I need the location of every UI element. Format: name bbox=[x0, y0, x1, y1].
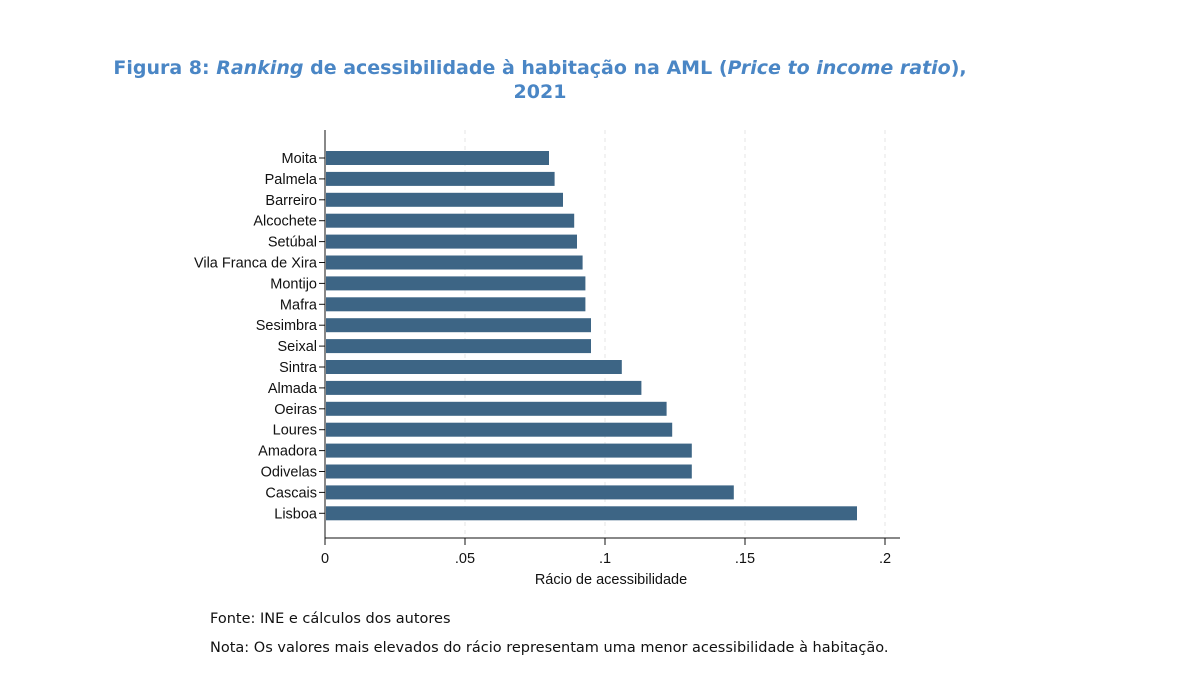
x-axis-title: Rácio de acessibilidade bbox=[535, 572, 687, 588]
y-tick-label: Setúbal bbox=[268, 235, 317, 251]
y-tick-label: Sesimbra bbox=[256, 318, 318, 334]
bar bbox=[326, 297, 586, 312]
x-tick-label: .05 bbox=[455, 551, 475, 567]
y-tick-label: Montijo bbox=[270, 276, 317, 292]
x-tick-label: 0 bbox=[321, 551, 329, 567]
bar bbox=[326, 401, 667, 416]
bar bbox=[326, 485, 734, 500]
bar bbox=[326, 318, 591, 333]
y-tick-labels: Moita Palmela Barreiro Alcochete Setúbal Vila… bbox=[194, 151, 325, 522]
source-note: Fonte: INE e cálculos dos autores bbox=[210, 611, 451, 627]
y-tick-label: Sintra bbox=[279, 360, 318, 376]
title-middle: de acessibilidade à habitação na AML ( bbox=[303, 57, 728, 79]
x-tick-label: .15 bbox=[735, 551, 755, 567]
bar bbox=[326, 443, 692, 458]
bar bbox=[326, 151, 549, 165]
bar bbox=[326, 276, 586, 291]
bar bbox=[326, 213, 575, 228]
chart-title: Figura 8: Ranking de acessibilidade à ha… bbox=[0, 56, 1080, 104]
y-tick-label: Loures bbox=[273, 423, 317, 439]
bar bbox=[326, 360, 622, 374]
bar bbox=[326, 380, 642, 395]
y-tick-label: Odivelas bbox=[261, 465, 317, 481]
nota-note: Nota: Os valores mais elevados do rácio … bbox=[210, 640, 889, 656]
bar bbox=[326, 255, 583, 270]
y-tick-label: Barreiro bbox=[265, 193, 317, 209]
y-tick-label: Moita bbox=[282, 151, 318, 167]
axes bbox=[324, 130, 900, 539]
x-ticks: 0 .05 .1 .15 .2 bbox=[321, 538, 891, 567]
title-suffix: ), bbox=[950, 57, 967, 79]
bar bbox=[326, 422, 673, 437]
title-prefix: Figura 8: bbox=[113, 57, 217, 79]
chart-title-line1: Figura 8: Ranking de acessibilidade à ha… bbox=[0, 56, 1080, 80]
bar bbox=[326, 192, 563, 207]
bar bbox=[326, 171, 555, 186]
y-tick-label: Mafra bbox=[280, 297, 318, 313]
chart-title-line2: 2021 bbox=[513, 81, 567, 103]
y-tick-label: Alcochete bbox=[253, 214, 317, 230]
y-tick-label: Amadora bbox=[258, 444, 318, 460]
bar bbox=[326, 234, 577, 249]
y-tick-label: Oeiras bbox=[274, 402, 317, 418]
y-tick-label: Lisboa bbox=[274, 506, 318, 522]
bar bbox=[326, 506, 857, 521]
y-tick-label: Vila Franca de Xira bbox=[194, 256, 318, 272]
bars bbox=[326, 151, 857, 521]
title-italic-ranking: Ranking bbox=[216, 57, 304, 79]
x-tick-label: .1 bbox=[599, 551, 611, 567]
y-tick-label: Palmela bbox=[265, 172, 318, 188]
title-italic-ratio: Price to income ratio bbox=[727, 57, 951, 79]
y-tick-label: Seixal bbox=[278, 339, 318, 355]
bar bbox=[326, 464, 692, 479]
y-tick-label: Almada bbox=[268, 381, 318, 397]
bar bbox=[326, 339, 591, 354]
x-tick-label: .2 bbox=[879, 551, 891, 567]
y-tick-label: Cascais bbox=[265, 485, 317, 501]
